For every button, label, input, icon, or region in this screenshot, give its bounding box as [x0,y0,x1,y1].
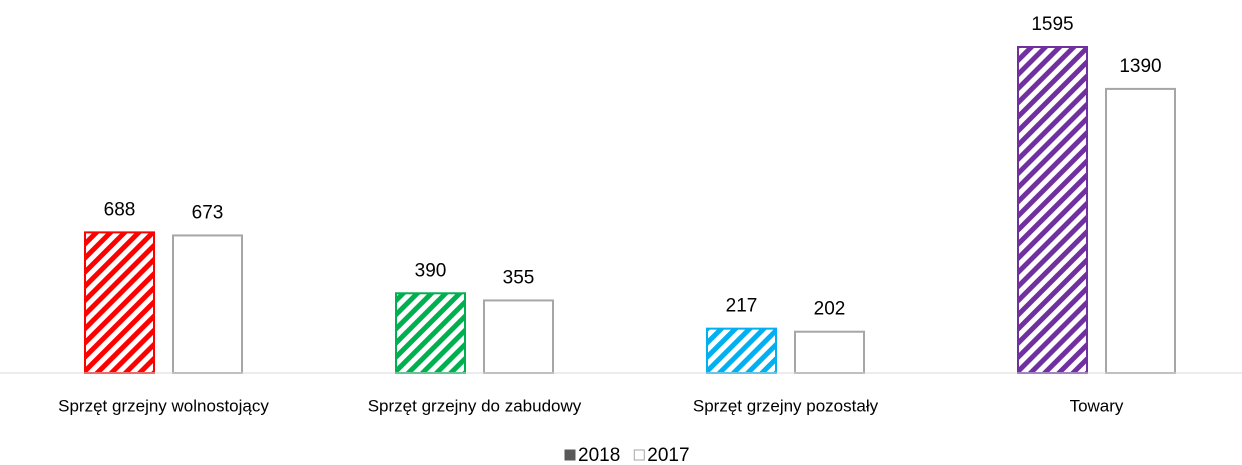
bar [706,327,777,374]
data-label: 355 [503,267,535,288]
x-tick-label: Towary [1070,396,1124,415]
bar [84,231,155,374]
data-label: 673 [192,202,224,223]
bar [794,330,865,374]
data-label: 1390 [1119,56,1161,77]
data-label: 1595 [1031,14,1073,35]
data-label: 217 [726,296,758,317]
legend: 2018 2017 [564,445,690,465]
legend-label: 2017 [647,445,689,465]
bar [483,299,554,375]
data-label: 390 [415,260,447,281]
legend-label: 2018 [578,445,620,465]
data-label: 688 [104,199,136,220]
bar [172,234,243,374]
x-tick-label: Sprzęt grzejny pozostały [693,396,879,415]
legend-marker [564,449,576,461]
bar [1105,87,1176,374]
x-tick-label: Sprzęt grzejny do zabudowy [368,396,582,415]
bar [395,292,466,374]
x-tick-label: Sprzęt grzejny wolnostojący [58,396,269,415]
data-label: 202 [814,299,846,320]
bar [1017,46,1088,374]
legend-marker [633,449,645,461]
